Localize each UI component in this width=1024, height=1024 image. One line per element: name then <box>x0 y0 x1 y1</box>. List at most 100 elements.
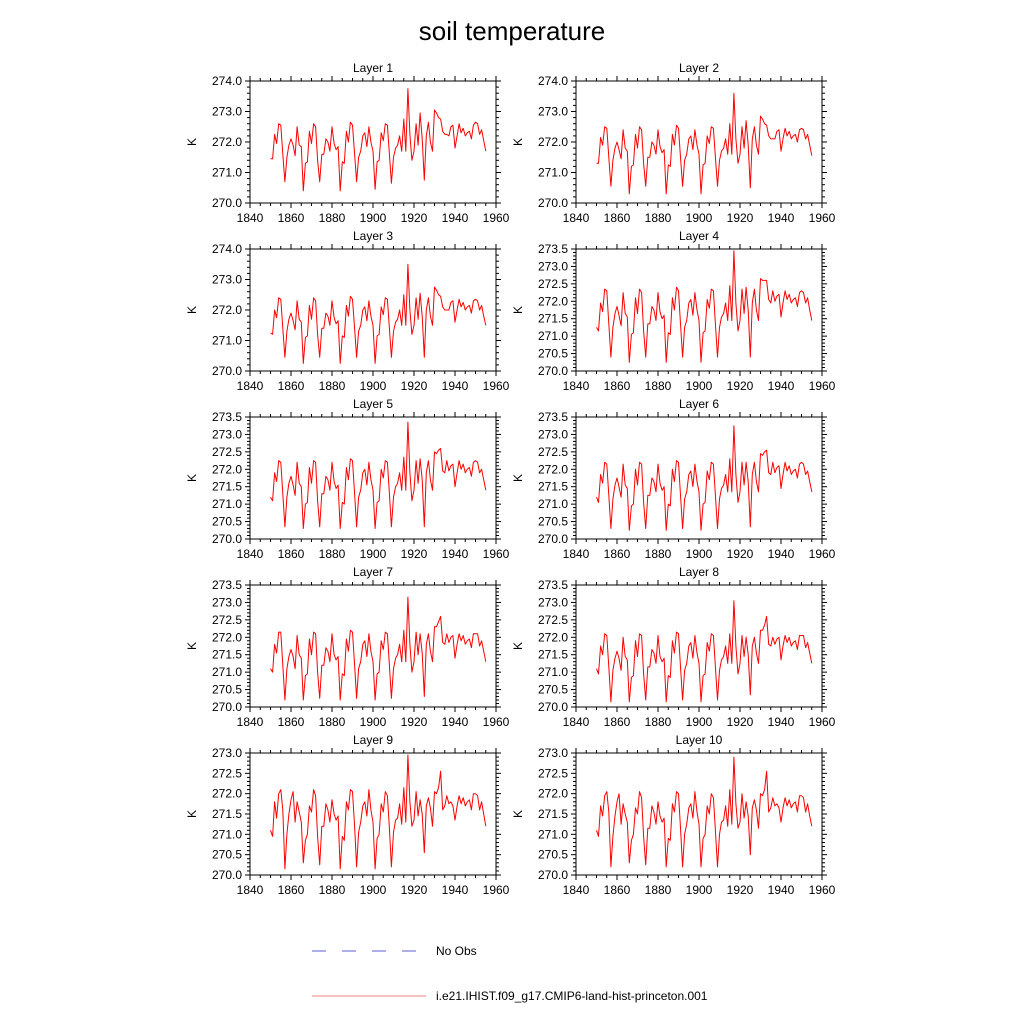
y-tick-label: 270.0 <box>538 700 568 714</box>
y-tick-label: 271.0 <box>212 497 242 511</box>
x-tick-label: 1880 <box>319 883 346 897</box>
x-tick-label: 1880 <box>319 715 346 729</box>
x-tick-label: 1920 <box>401 379 428 393</box>
y-tick-label: 271.5 <box>212 807 242 821</box>
y-tick-label: 273.0 <box>212 273 242 287</box>
x-tick-label: 1960 <box>809 715 836 729</box>
x-tick-label: 1960 <box>483 211 510 225</box>
panel-title: Layer 8 <box>679 565 719 579</box>
y-tick-label: 270.0 <box>212 532 242 546</box>
y-tick-label: 270.0 <box>538 364 568 378</box>
y-tick-label: 271.0 <box>538 827 568 841</box>
y-tick-label: 273.5 <box>212 578 242 592</box>
plot-frame <box>575 80 823 204</box>
y-tick-label: 273.0 <box>212 595 242 609</box>
legend: No Obs i.e21.IHIST.f09_g17.CMIP6-land-hi… <box>312 944 708 1003</box>
x-tick-label: 1900 <box>686 379 713 393</box>
x-tick-label: 1880 <box>319 211 346 225</box>
panel-layer-8: 1840 1860 1880 1900 1920 1940 1960 270.0 270.5 27… <box>511 565 836 729</box>
plot-frame <box>249 584 497 708</box>
x-tick-label: 1940 <box>442 547 469 561</box>
plot-frame <box>249 416 497 540</box>
y-tick-label: 272.0 <box>538 135 568 149</box>
series-line-1 <box>270 421 487 529</box>
y-tick-label: 272.0 <box>212 135 242 149</box>
x-tick-label: 1940 <box>768 211 795 225</box>
x-tick-label: 1840 <box>563 211 590 225</box>
plot-frame <box>575 248 823 372</box>
x-tick-label: 1860 <box>604 883 631 897</box>
y-axis-label: K <box>511 642 525 650</box>
x-tick-label: 1840 <box>563 715 590 729</box>
x-tick-label: 1840 <box>237 379 264 393</box>
x-tick-label: 1960 <box>483 883 510 897</box>
x-tick-label: 1860 <box>278 715 305 729</box>
x-tick-label: 1860 <box>604 379 631 393</box>
panel-title: Layer 6 <box>679 397 719 411</box>
x-tick-label: 1940 <box>442 883 469 897</box>
series-line-1 <box>596 425 813 531</box>
y-tick-label: 273.5 <box>538 242 568 256</box>
y-tick-label: 273.0 <box>212 746 242 760</box>
panel-layer-4: 1840 1860 1880 1900 1920 1940 1960 270.0 270.5 27… <box>511 229 836 393</box>
y-tick-label: 270.5 <box>538 515 568 529</box>
x-tick-label: 1840 <box>237 715 264 729</box>
x-tick-label: 1840 <box>563 883 590 897</box>
y-tick-label: 272.0 <box>212 787 242 801</box>
x-tick-label: 1860 <box>604 547 631 561</box>
y-tick-label: 270.5 <box>212 848 242 862</box>
y-tick-label: 272.5 <box>538 766 568 780</box>
plot-frame <box>575 416 823 540</box>
y-tick-label: 271.0 <box>538 497 568 511</box>
x-tick-label: 1940 <box>768 547 795 561</box>
y-tick-label: 271.0 <box>538 166 568 180</box>
panel-title: Layer 3 <box>353 229 393 243</box>
x-tick-label: 1840 <box>237 547 264 561</box>
y-axis-label: K <box>185 642 199 650</box>
y-tick-label: 272.0 <box>212 630 242 644</box>
series-line-1 <box>596 756 813 868</box>
y-tick-label: 271.0 <box>212 166 242 180</box>
y-tick-label: 273.5 <box>212 410 242 424</box>
y-tick-label: 270.0 <box>538 532 568 546</box>
x-tick-label: 1920 <box>401 547 428 561</box>
x-tick-label: 1840 <box>237 883 264 897</box>
y-tick-label: 270.5 <box>538 347 568 361</box>
x-tick-label: 1900 <box>686 883 713 897</box>
x-tick-label: 1840 <box>563 379 590 393</box>
series-line-1 <box>270 596 487 701</box>
y-tick-label: 272.0 <box>538 630 568 644</box>
x-tick-label: 1900 <box>360 715 387 729</box>
plot-frame <box>575 752 823 876</box>
y-tick-label: 271.5 <box>212 648 242 662</box>
y-tick-label: 272.5 <box>538 613 568 627</box>
series-line-1 <box>596 250 813 363</box>
panel-layer-3: 1840 1860 1880 1900 1920 1940 1960 270.0 271.0 27… <box>185 229 510 393</box>
series-line-1 <box>270 754 487 870</box>
y-axis-label: K <box>185 810 199 818</box>
x-tick-label: 1860 <box>278 211 305 225</box>
plot-frame <box>249 80 497 204</box>
y-tick-label: 273.0 <box>538 105 568 119</box>
panel-layer-6: 1840 1860 1880 1900 1920 1940 1960 270.0 270.5 27… <box>511 397 836 561</box>
panel-title: Layer 5 <box>353 397 393 411</box>
y-tick-label: 272.5 <box>538 445 568 459</box>
y-tick-label: 272.0 <box>212 462 242 476</box>
x-tick-label: 1900 <box>686 211 713 225</box>
y-tick-label: 272.5 <box>212 613 242 627</box>
x-tick-label: 1860 <box>604 211 631 225</box>
x-tick-label: 1860 <box>278 547 305 561</box>
y-tick-label: 273.0 <box>538 746 568 760</box>
y-tick-label: 270.0 <box>212 364 242 378</box>
x-tick-label: 1960 <box>809 883 836 897</box>
x-tick-label: 1840 <box>237 211 264 225</box>
y-tick-label: 271.0 <box>538 329 568 343</box>
x-tick-label: 1880 <box>645 547 672 561</box>
y-tick-label: 271.0 <box>212 665 242 679</box>
y-axis-label: K <box>185 474 199 482</box>
series-line-1 <box>596 92 813 195</box>
x-tick-label: 1940 <box>768 883 795 897</box>
panel-title: Layer 10 <box>676 733 723 747</box>
panel-title: Layer 7 <box>353 565 393 579</box>
